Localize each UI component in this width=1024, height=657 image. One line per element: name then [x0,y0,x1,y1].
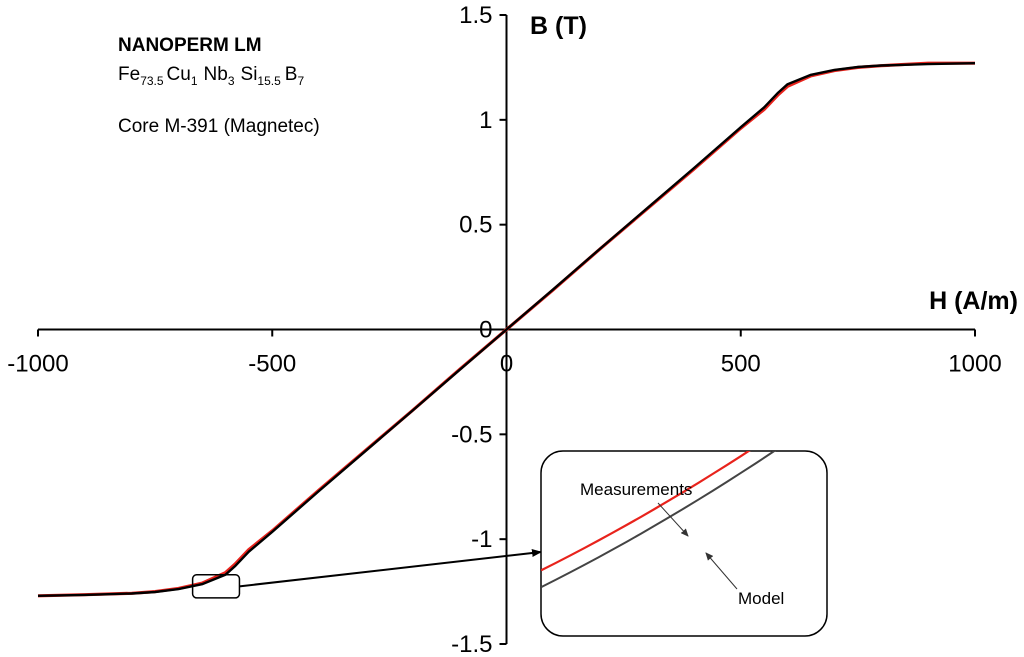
formula-cu: Cu [167,64,191,85]
inset-measurements-curve [541,451,827,572]
formula-b-sub: 7 [297,74,304,88]
x-tick-label: -500 [248,351,296,378]
formula-si: Si [241,64,258,85]
x-axis-title: H (A/m) [929,287,1018,315]
core-label: Core M-391 (Magnetec) [118,116,320,137]
inset-model-pointer [705,552,738,590]
series-group [37,61,976,598]
y-tick-label: -1.5 [451,631,492,657]
formula-nb: Nb [204,64,228,85]
y-tick-label: 1 [479,107,492,134]
x-tick-label: -1000 [7,351,68,378]
inset-zoom-panel: Measurements Model [540,450,828,637]
material-formula: Fe73.5 Cu1 Nb3 Si15.5 B7 [118,64,304,88]
formula-b: B [285,64,298,85]
zoom-region-box [191,574,241,599]
y-axis-title: B (T) [530,12,587,40]
y-axis-ticks: -1.5 -1 -0.5 0 0.5 1 1.5 [451,2,507,657]
series-line-model [37,62,976,597]
inset-model-curve [541,451,827,589]
x-tick-label: 0 [500,351,513,378]
y-tick-label: 0 [479,317,492,344]
y-tick-label: -0.5 [451,421,492,448]
formula-fe-sub: 73.5 [140,74,164,88]
inset-measurements-pointer [657,502,689,537]
x-tick-label: 1000 [948,351,1001,378]
formula-nb-sub: 3 [228,74,235,88]
inset-curves [541,451,827,589]
x-tick-label: 500 [721,351,761,378]
zoom-pointer-arrow [239,549,542,588]
y-tick-label: 1.5 [459,2,492,29]
inset-model-label: Model [738,589,784,608]
formula-cu-sub: 1 [191,74,198,88]
inset-measurements-label: Measurements [580,480,692,499]
formula-fe: Fe [118,64,140,85]
inset-frame [540,450,828,637]
material-title: NANOPERM LM [118,35,262,56]
y-tick-label: -1 [471,526,492,553]
formula-si-sub: 15.5 [257,74,281,88]
y-tick-label: 0.5 [459,212,492,239]
x-axis-ticks: -1000 -500 0 500 1000 [7,329,1002,378]
